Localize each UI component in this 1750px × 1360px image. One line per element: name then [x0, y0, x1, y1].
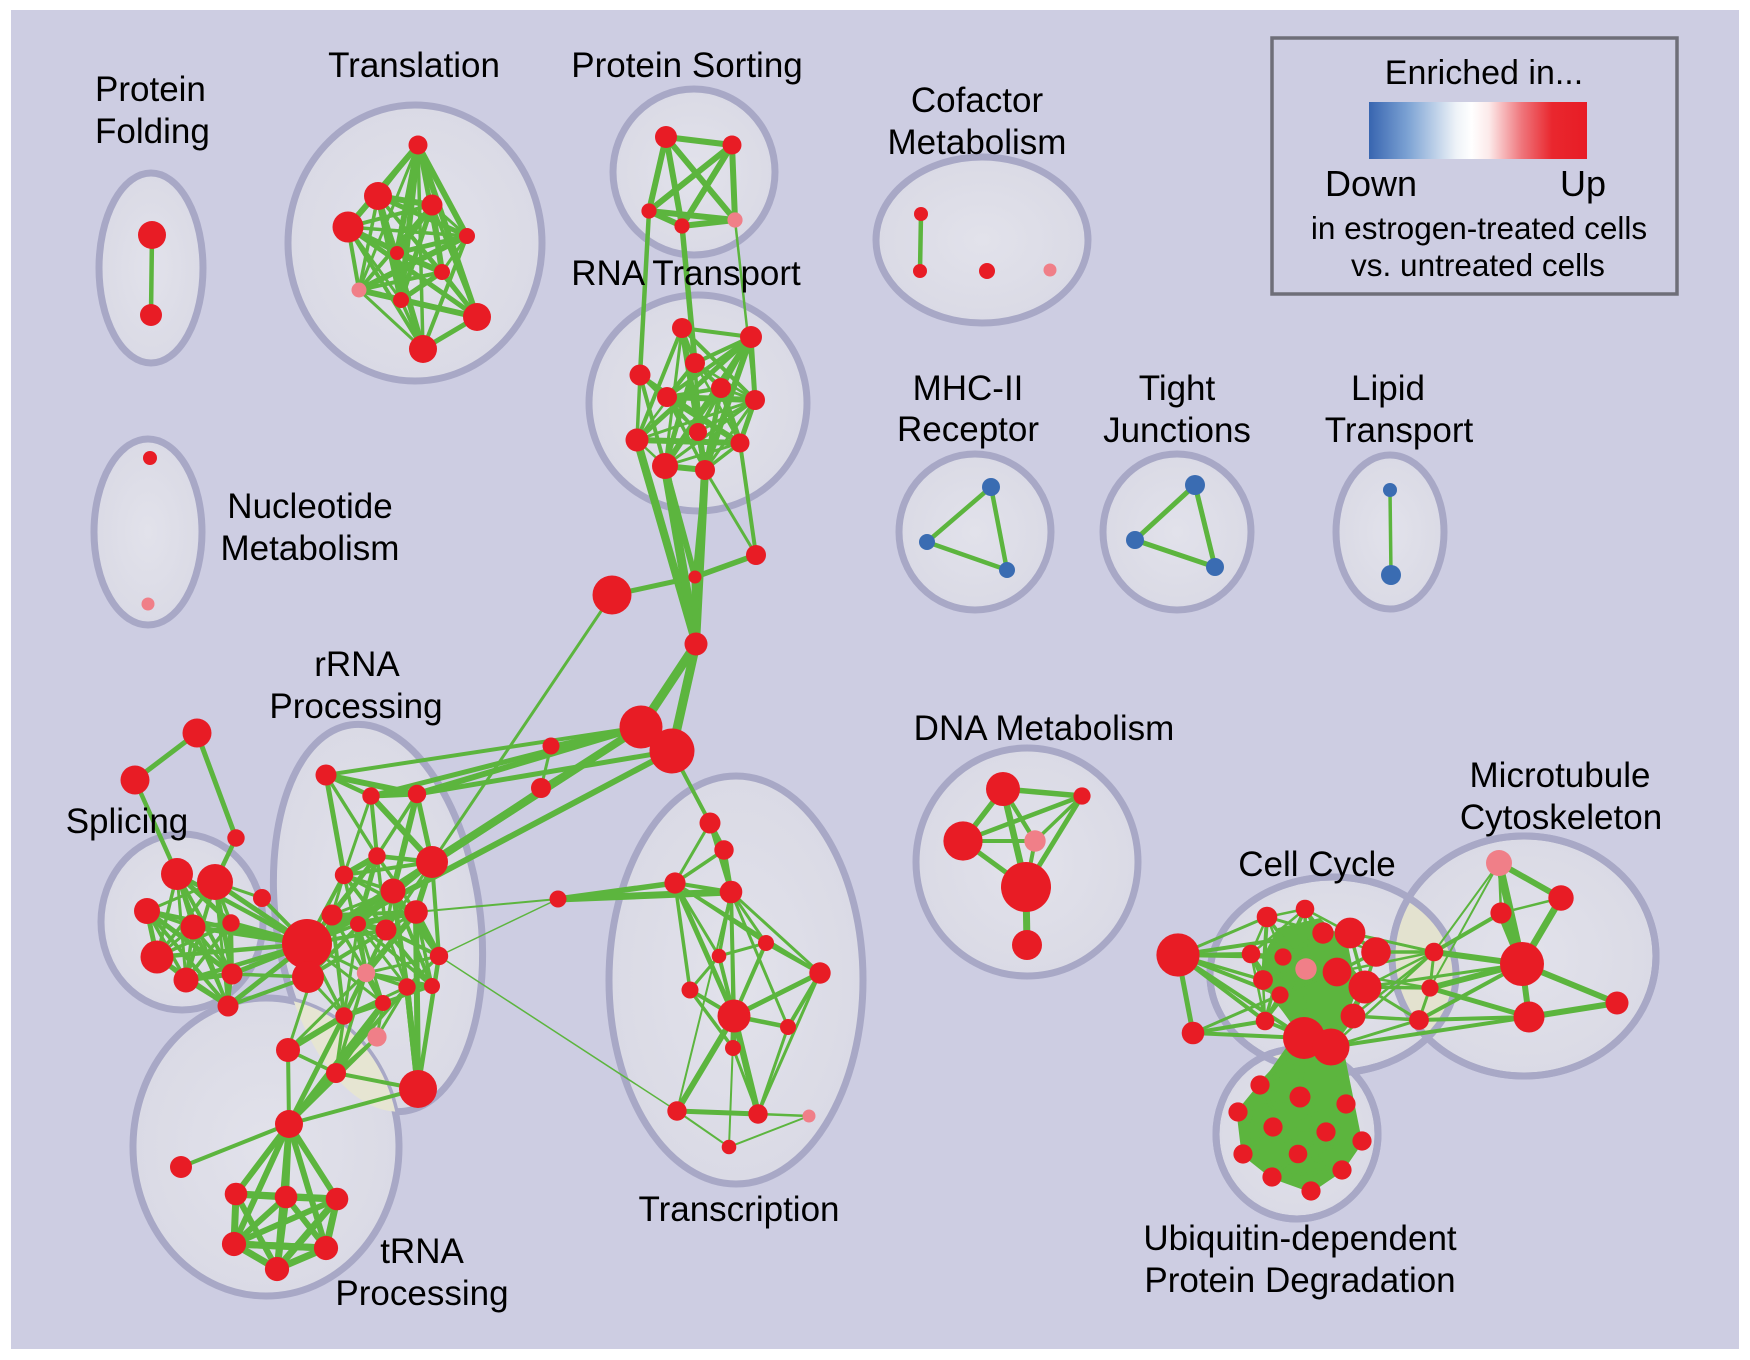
svg-text:tRNA: tRNA — [380, 1232, 464, 1271]
svg-text:Processing: Processing — [335, 1274, 508, 1313]
svg-text:Cell Cycle: Cell Cycle — [1238, 845, 1396, 884]
svg-text:Splicing: Splicing — [66, 802, 189, 841]
svg-text:Tight: Tight — [1139, 369, 1216, 408]
svg-text:Translation: Translation — [328, 46, 500, 85]
svg-text:Metabolism: Metabolism — [888, 123, 1067, 162]
svg-text:in estrogen-treated cells: in estrogen-treated cells — [1311, 210, 1647, 246]
svg-text:Protein: Protein — [95, 70, 206, 109]
svg-text:DNA Metabolism: DNA Metabolism — [914, 709, 1175, 748]
svg-text:Protein Degradation: Protein Degradation — [1144, 1261, 1455, 1300]
svg-text:Nucleotide: Nucleotide — [227, 487, 392, 526]
svg-text:Enriched in...: Enriched in... — [1385, 54, 1583, 92]
svg-text:Folding: Folding — [95, 112, 210, 151]
svg-text:Lipid: Lipid — [1351, 369, 1425, 408]
svg-text:Transcription: Transcription — [639, 1190, 840, 1229]
svg-text:Ubiquitin-dependent: Ubiquitin-dependent — [1143, 1219, 1457, 1258]
svg-text:Processing: Processing — [269, 687, 442, 726]
svg-text:Junctions: Junctions — [1103, 411, 1251, 450]
svg-text:MHC-II: MHC-II — [913, 369, 1024, 408]
svg-text:vs. untreated cells: vs. untreated cells — [1351, 247, 1605, 283]
svg-text:Metabolism: Metabolism — [221, 529, 400, 568]
svg-text:Protein Sorting: Protein Sorting — [571, 46, 803, 85]
svg-text:Cytoskeleton: Cytoskeleton — [1460, 798, 1662, 837]
svg-text:Receptor: Receptor — [897, 410, 1039, 449]
svg-text:Cofactor: Cofactor — [911, 81, 1044, 120]
svg-text:rRNA: rRNA — [314, 645, 400, 684]
svg-text:Transport: Transport — [1325, 411, 1474, 450]
svg-text:Microtubule: Microtubule — [1470, 756, 1651, 795]
svg-text:Down: Down — [1325, 163, 1417, 204]
svg-text:Up: Up — [1560, 163, 1606, 204]
svg-text:RNA Transport: RNA Transport — [571, 254, 801, 293]
